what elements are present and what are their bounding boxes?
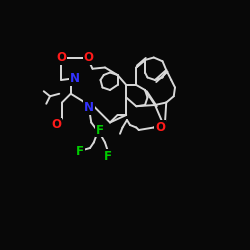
- Text: N: N: [84, 101, 94, 114]
- Text: F: F: [104, 150, 112, 163]
- Text: O: O: [155, 121, 165, 134]
- Text: N: N: [70, 72, 80, 85]
- Text: F: F: [76, 145, 84, 158]
- Text: F: F: [96, 124, 104, 136]
- Text: O: O: [51, 118, 61, 132]
- Text: O: O: [84, 51, 94, 64]
- Text: O: O: [56, 51, 66, 64]
